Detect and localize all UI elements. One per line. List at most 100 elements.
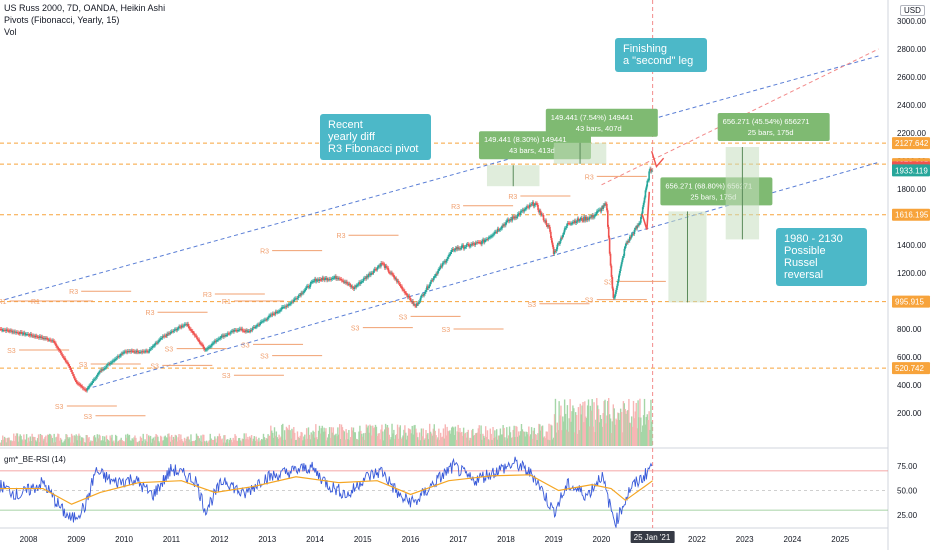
volume-bar bbox=[335, 433, 337, 446]
rsi-line bbox=[0, 456, 653, 528]
volume-bar bbox=[462, 427, 465, 446]
volume-bar bbox=[605, 423, 607, 446]
candle-body bbox=[537, 204, 539, 210]
candle-body bbox=[291, 301, 293, 303]
candle-body bbox=[596, 210, 599, 212]
volume-bar bbox=[651, 421, 653, 446]
pivots-legend[interactable]: Pivots (Fibonacci, Yearly, 15) bbox=[4, 15, 120, 25]
volume-bar bbox=[340, 424, 343, 446]
candle-body bbox=[285, 305, 288, 308]
candle-body bbox=[425, 290, 427, 292]
volume-bar bbox=[233, 440, 235, 446]
volume-bar bbox=[397, 438, 400, 446]
candle-body bbox=[328, 278, 331, 280]
candle-body bbox=[447, 256, 449, 259]
volume-bar bbox=[234, 434, 236, 446]
candle-body bbox=[338, 278, 341, 280]
candle-body bbox=[24, 334, 27, 336]
volume-bar bbox=[0, 442, 2, 446]
candle-body bbox=[203, 348, 206, 350]
candle-body bbox=[475, 242, 478, 244]
y-tick-label: 400.00 bbox=[897, 381, 922, 390]
currency-label[interactable]: USD bbox=[900, 5, 925, 16]
volume-bar bbox=[596, 398, 598, 446]
volume-bar bbox=[428, 439, 430, 446]
candle-body bbox=[429, 281, 432, 285]
candle-body bbox=[65, 360, 67, 362]
candle-body bbox=[396, 280, 399, 282]
volume-bar bbox=[452, 427, 455, 446]
volume-bar bbox=[109, 435, 111, 446]
volume-bar bbox=[395, 435, 397, 446]
volume-bar bbox=[505, 440, 507, 446]
volume-bar bbox=[283, 430, 286, 446]
volume-bar bbox=[237, 440, 239, 446]
candle-body bbox=[391, 272, 393, 275]
candle-body bbox=[100, 370, 102, 372]
candle-body bbox=[171, 331, 174, 333]
candle-body bbox=[492, 234, 494, 236]
candle-body bbox=[414, 304, 416, 306]
candle-body bbox=[458, 248, 460, 250]
volume-bar bbox=[205, 440, 208, 446]
volume-bar bbox=[117, 441, 120, 446]
volume-bar bbox=[641, 425, 644, 446]
candle-body bbox=[377, 266, 380, 268]
volume-bar bbox=[581, 405, 583, 446]
candle-body bbox=[22, 333, 24, 335]
candle-body bbox=[538, 209, 540, 213]
candle-body bbox=[13, 331, 16, 333]
volume-bar bbox=[40, 434, 43, 446]
volume-bar bbox=[243, 433, 245, 446]
candle-body bbox=[26, 334, 29, 336]
candle-body bbox=[88, 385, 90, 388]
volume-bar bbox=[550, 424, 552, 446]
volume-bar bbox=[86, 435, 88, 446]
volume-bar bbox=[356, 439, 358, 446]
volume-legend[interactable]: Vol bbox=[4, 27, 17, 37]
volume-bar bbox=[346, 432, 348, 446]
volume-bar bbox=[542, 437, 545, 446]
candle-body bbox=[48, 339, 51, 341]
candle-body bbox=[522, 209, 525, 212]
candle-body bbox=[231, 330, 234, 332]
volume-bar bbox=[408, 428, 411, 446]
volume-bar bbox=[241, 438, 244, 446]
candle-body bbox=[174, 329, 177, 331]
volume-bar bbox=[630, 416, 633, 446]
symbol-title[interactable]: US Russ 2000, 7D, OANDA, Heikin Ashi bbox=[4, 3, 166, 13]
candle-body bbox=[304, 288, 307, 290]
volume-bar bbox=[361, 436, 364, 446]
volume-bar bbox=[447, 430, 449, 446]
volume-bar bbox=[465, 437, 468, 446]
candle-body bbox=[1, 330, 4, 332]
volume-bar bbox=[416, 432, 418, 446]
candle-body bbox=[301, 292, 303, 294]
volume-bar bbox=[501, 434, 503, 446]
candle-body bbox=[92, 379, 95, 381]
volume-bar bbox=[573, 408, 575, 446]
volume-bar bbox=[513, 425, 515, 446]
volume-bar bbox=[492, 427, 494, 446]
candle-body bbox=[244, 331, 246, 333]
volume-bar bbox=[189, 442, 191, 446]
candle-body bbox=[513, 217, 515, 219]
volume-bar bbox=[518, 435, 521, 446]
volume-bar bbox=[137, 442, 139, 446]
volume-bar bbox=[9, 440, 11, 446]
volume-bar bbox=[162, 440, 165, 446]
candle-body bbox=[224, 335, 226, 337]
candle-body bbox=[201, 344, 203, 346]
volume-bar bbox=[257, 441, 259, 446]
candle-body bbox=[117, 356, 120, 358]
candle-body bbox=[37, 337, 40, 339]
candle-body bbox=[580, 217, 582, 220]
candle-body bbox=[478, 242, 481, 244]
candle-body bbox=[421, 294, 424, 296]
volume-bar bbox=[59, 437, 62, 446]
candle-body bbox=[80, 386, 83, 388]
volume-bar bbox=[553, 414, 556, 446]
volume-bar bbox=[339, 424, 341, 446]
candle-body bbox=[525, 207, 527, 210]
